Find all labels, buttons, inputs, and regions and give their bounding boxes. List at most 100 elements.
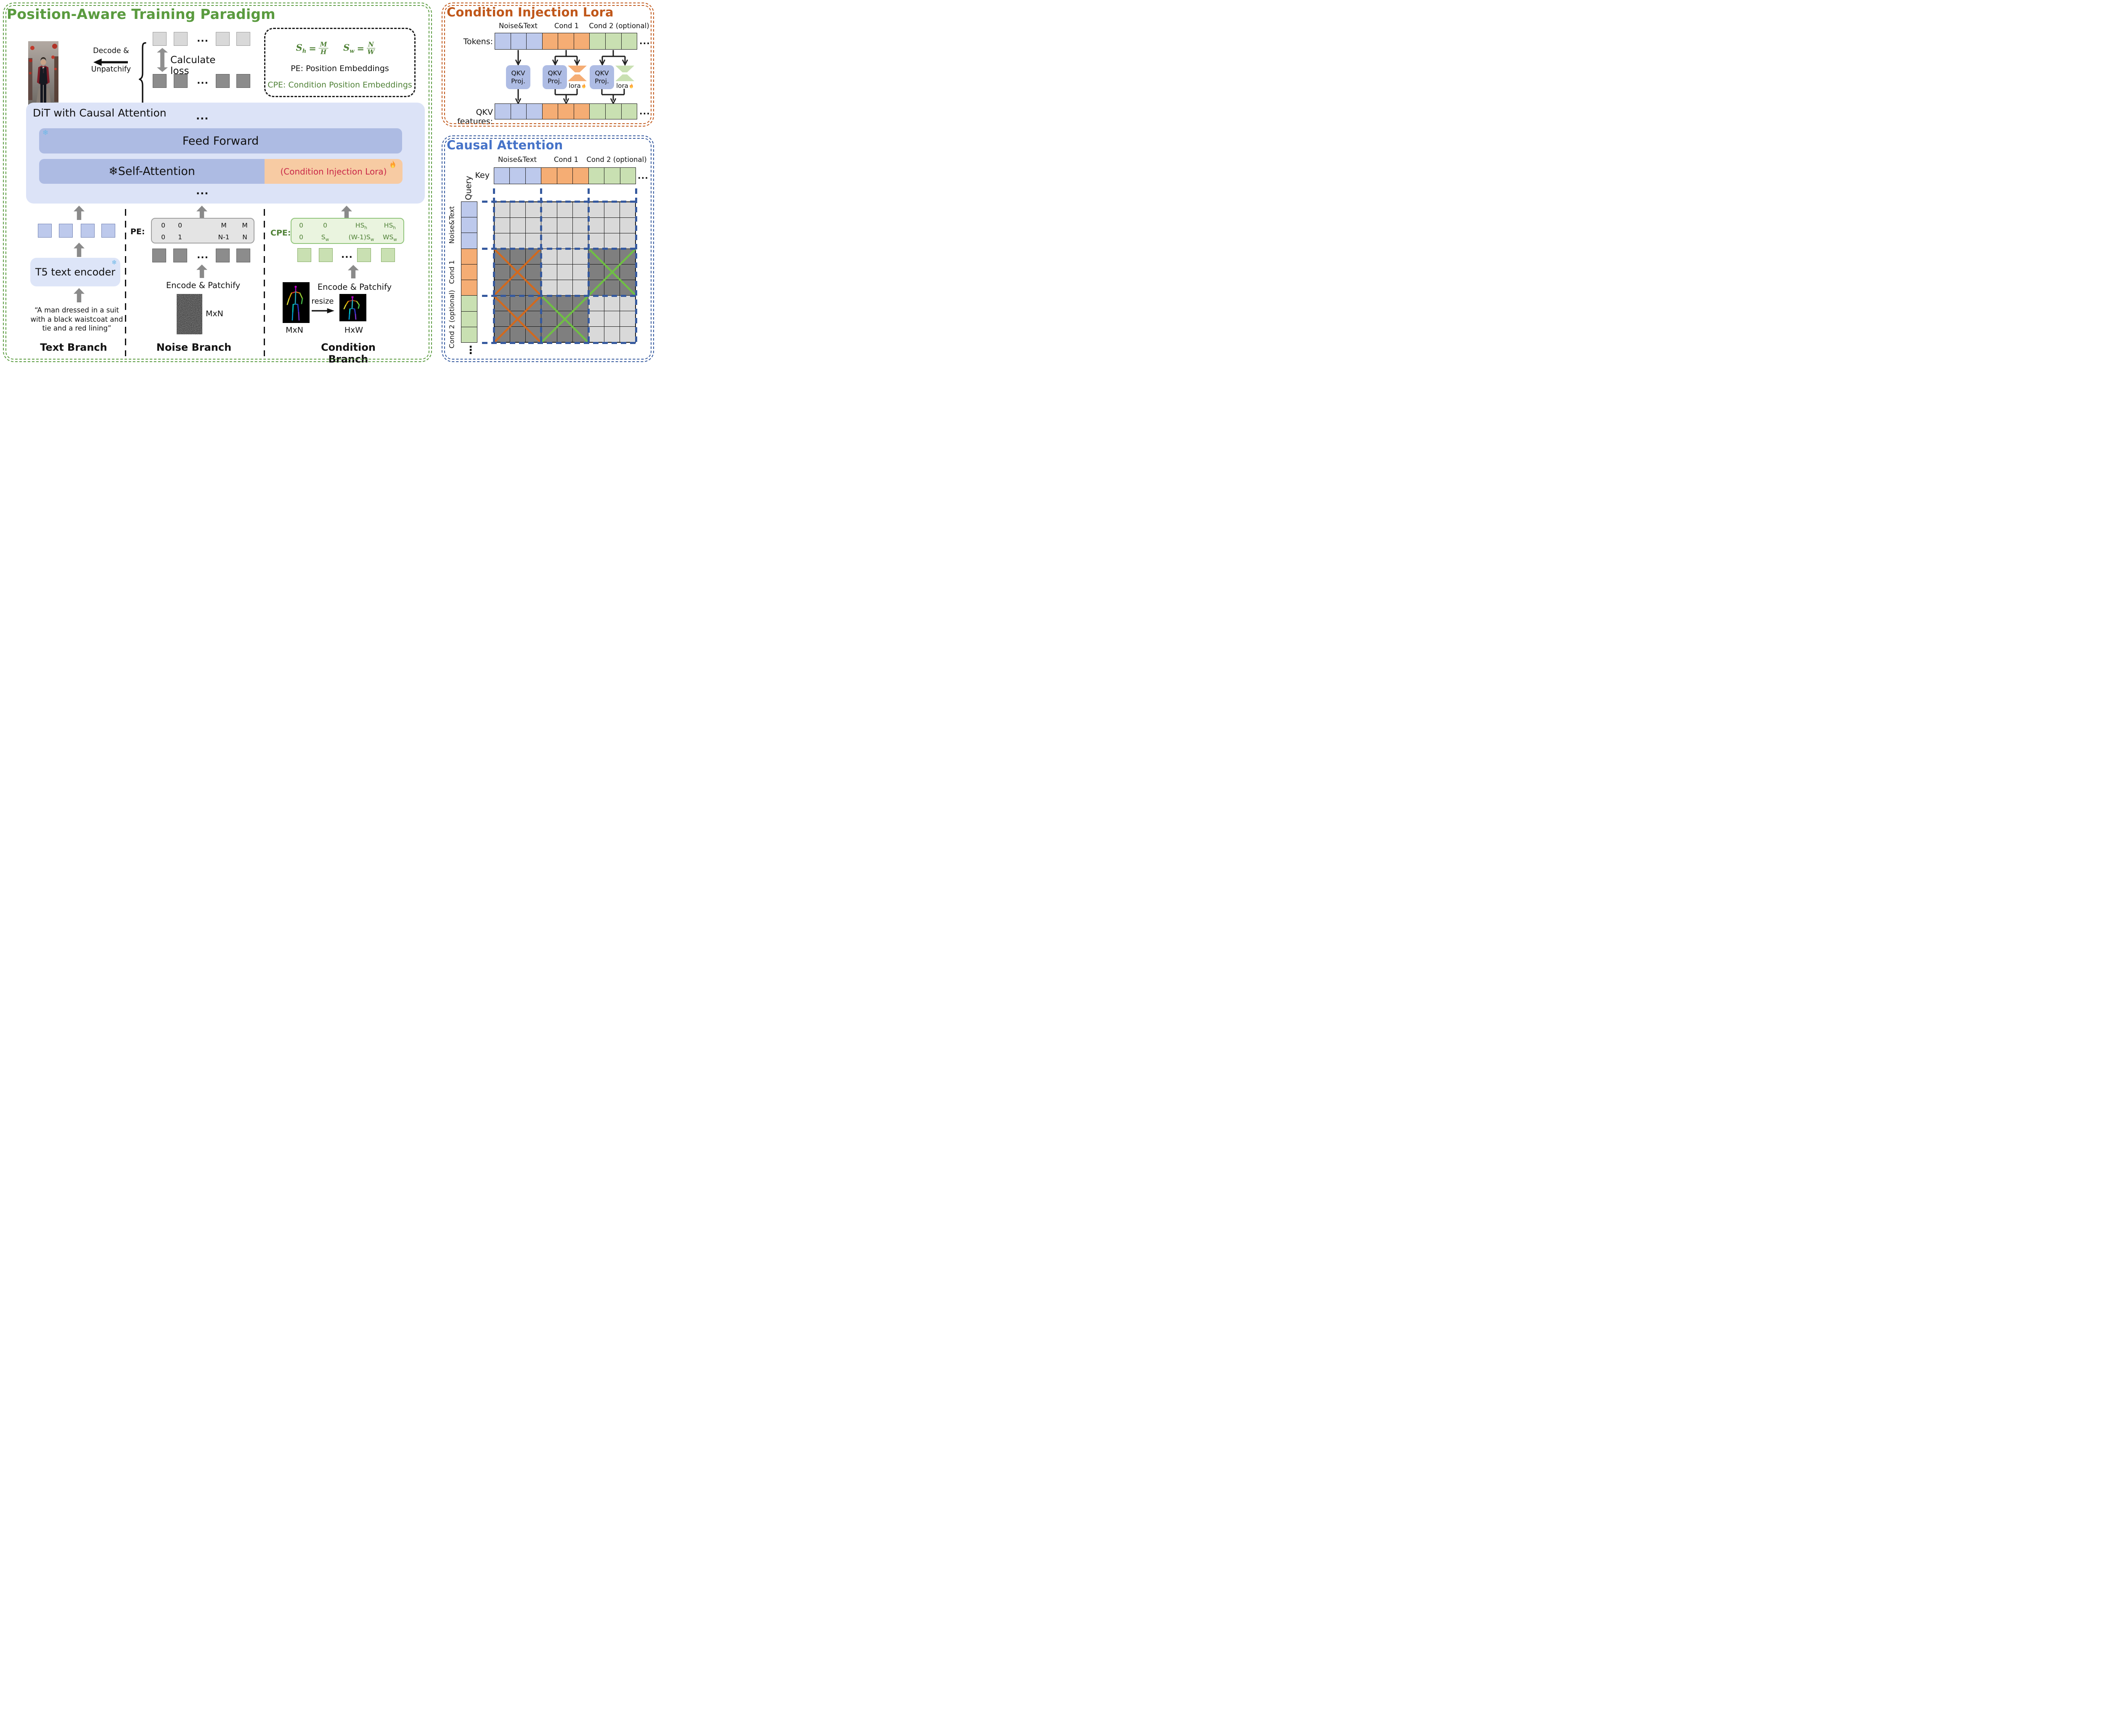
token-cell-noise_text (495, 103, 511, 119)
feed-forward-label: Feed Forward (182, 134, 259, 148)
target-patch (153, 74, 167, 88)
noise-token (173, 249, 187, 262)
token-cell-cond2 (461, 311, 477, 327)
pe-legend: PE: Position Embeddings (291, 64, 389, 73)
fire-icon (582, 83, 585, 88)
noise-size-label: MxN (206, 309, 223, 318)
block-divider (493, 188, 495, 343)
cond-token (357, 248, 371, 262)
token-cell-noise_text (510, 33, 527, 50)
causal-panel-title: Causal Attention (447, 138, 563, 152)
token-cell-cond1 (461, 264, 477, 281)
matrix-cell (620, 295, 636, 312)
encode-patchify-label: Encode & Patchify (317, 282, 392, 292)
token-cell-noise_text (526, 33, 543, 50)
target-patch (216, 74, 230, 88)
lora-label: lora (615, 82, 635, 90)
matrix-cell (620, 311, 636, 327)
block-divider (482, 341, 636, 344)
target-patch (236, 74, 250, 88)
token-cell-cond1 (572, 167, 589, 184)
qkv-proj-box: QKV Proj. (506, 65, 530, 89)
resized-size-label: HxW (344, 326, 363, 335)
ellipsis: ... (196, 110, 209, 122)
token-cell-noise_text (461, 201, 477, 218)
t5-encoder-label: T5 text encoder (35, 266, 116, 278)
query-strip (461, 201, 477, 343)
token-cell-noise_text (461, 233, 477, 249)
noise-token (152, 249, 166, 262)
block-divider (482, 294, 636, 297)
qkv-proj-box: QKV Proj. (590, 65, 614, 89)
matrix-cell (525, 201, 542, 218)
matrix-cell (541, 233, 557, 249)
lora-bowtie-icon (615, 66, 634, 81)
left-panel: Position-Aware Training Paradigm (3, 3, 432, 365)
resize-arrow-icon (312, 308, 334, 314)
token-cell-cond2 (605, 33, 622, 50)
token-cell-cond2 (461, 326, 477, 343)
noise-token (236, 249, 250, 262)
ellipsis: ... (638, 171, 649, 181)
condition-branch-label: Condition Branch (321, 341, 376, 365)
token-cell-noise_text (510, 103, 527, 119)
ellipsis: ... (196, 250, 209, 261)
matrix-cell (556, 280, 573, 296)
qkv-features-strip (495, 103, 638, 119)
feed-forward-bar: ❄ Feed Forward (39, 128, 402, 153)
branch-divider (264, 209, 265, 356)
token-cell-noise_text (461, 217, 477, 233)
condition-injection-lora-label: (Condition Injection Lora) (280, 166, 387, 177)
cond-token (297, 248, 311, 262)
col-cond2: Cond 2 (optional) (589, 22, 649, 30)
token-cell-cond1 (461, 280, 477, 296)
encode-patchify-label: Encode & Patchify (166, 281, 241, 290)
row-noise-text: Noise&Text (448, 206, 456, 244)
token-cell-cond2 (589, 103, 606, 119)
token-cell-cond2 (605, 103, 622, 119)
pe-matrix: 0 0 M M 0 1 N-1 N (151, 218, 254, 243)
pred-patch (174, 32, 188, 46)
token-cell-noise_text (525, 167, 542, 184)
self-attention-label: Self-Attention (118, 165, 195, 178)
branch-divider (125, 209, 126, 356)
token-cell-noise_text (526, 103, 543, 119)
col-cond1: Cond 1 (554, 22, 579, 30)
col-cond2: Cond 2 (optional) (586, 156, 647, 164)
token-cell-cond2 (588, 167, 605, 184)
key-label: Key (475, 171, 490, 180)
col-noise-text: Noise&Text (498, 156, 537, 164)
token-cell-noise_text (509, 167, 526, 184)
text-token (81, 224, 95, 238)
token-cell-cond2 (620, 167, 636, 184)
token-cell-cond1 (461, 248, 477, 265)
token-cell-cond2 (621, 33, 638, 50)
noise-image (177, 294, 202, 334)
tokens-strip (495, 33, 638, 50)
matrix-cell (604, 280, 620, 296)
matrix-cell (509, 248, 526, 265)
cpe-label: CPE: (270, 228, 291, 238)
ellipsis: ... (341, 250, 353, 260)
target-patch (174, 74, 188, 88)
token-cell-cond2 (461, 295, 477, 312)
token-cell-cond1 (542, 33, 559, 50)
lora-bowtie-icon (568, 66, 587, 81)
attention-mask-crosses (494, 248, 636, 343)
qkv-features-label: QKV features: (457, 108, 493, 126)
token-cell-cond2 (621, 103, 638, 119)
matrix-cell (620, 233, 636, 249)
token-cell-cond1 (556, 167, 573, 184)
cpe-matrix: 0 0 HSh HSh 0 Sw (W-1)Sw WSw (291, 218, 404, 244)
snowflake-icon: ❄ (42, 129, 49, 137)
noise-branch-label: Noise Branch (156, 341, 232, 353)
matrix-cell (572, 233, 589, 249)
snowflake-icon: ❄ (111, 259, 117, 266)
condition-injection-lora-panel: Condition Injection Lora Noise&Text Cond… (442, 3, 654, 127)
matrix-cell (588, 311, 604, 327)
cond-size-label: MxN (286, 326, 303, 335)
token-cell-noise_text (494, 167, 510, 184)
self-attention-bar: ❄ Self-Attention (Condition Injection Lo… (39, 159, 403, 184)
ellipsis: ... (196, 34, 209, 44)
